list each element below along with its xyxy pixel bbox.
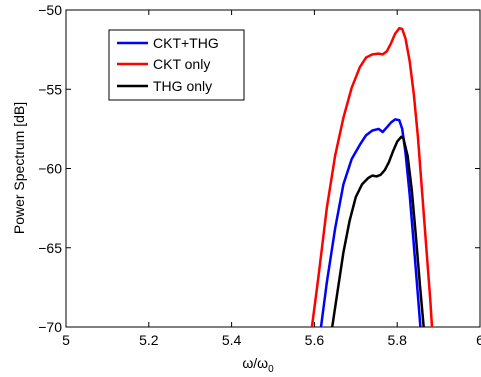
y-axis-label: Power Spectrum [dB] — [11, 102, 27, 234]
x-tick-label: 5.6 — [305, 332, 325, 348]
x-tick-label: 5.4 — [222, 332, 242, 348]
x-axis-label-subscript: 0 — [268, 364, 274, 375]
y-tick-label: −70 — [38, 319, 62, 335]
series-line-thg-only — [330, 135, 425, 327]
x-axis-label: ω/ω0 — [242, 355, 274, 375]
legend: CKT+THG CKT only THG only — [108, 29, 245, 101]
y-tick-label: −50 — [38, 2, 62, 18]
x-tick-label: 5.2 — [139, 332, 159, 348]
x-tick-label: 5 — [62, 332, 70, 348]
svg-text:ω/ω0: ω/ω0 — [242, 355, 274, 375]
x-axis-label-main: ω/ω — [242, 355, 268, 371]
y-tick-label: −55 — [38, 81, 62, 97]
y-tick-label: −60 — [38, 161, 62, 177]
series-line-ckt-thg — [319, 118, 422, 327]
legend-label-thg-only: THG only — [153, 78, 212, 94]
series-line-ckt-only — [310, 26, 434, 327]
x-tick-label: 5.8 — [387, 332, 407, 348]
legend-label-ckt-thg: CKT+THG — [153, 35, 219, 51]
legend-label-ckt-only: CKT only — [153, 56, 210, 72]
y-tick-label: −65 — [38, 240, 62, 256]
x-tick-label: 6 — [476, 332, 481, 348]
series-layer — [310, 26, 434, 327]
ticks: 5 5.2 5.4 5.6 5.8 6 −70 −65 −60 −55 −50 — [38, 2, 481, 348]
